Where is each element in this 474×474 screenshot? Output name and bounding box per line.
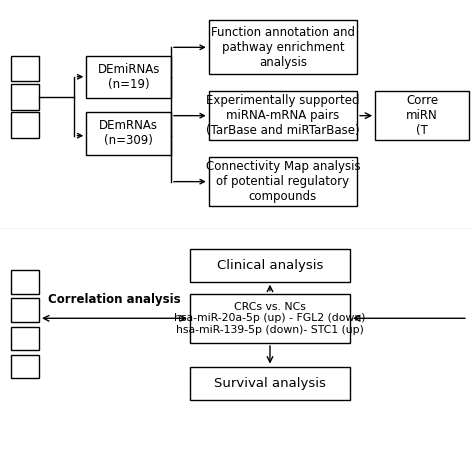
Text: Connectivity Map analysis
of potential regulatory
compounds: Connectivity Map analysis of potential r…	[206, 160, 360, 203]
FancyBboxPatch shape	[190, 249, 350, 282]
FancyBboxPatch shape	[190, 293, 350, 343]
FancyBboxPatch shape	[375, 91, 469, 140]
Text: Function annotation and
pathway enrichment
analysis: Function annotation and pathway enrichme…	[211, 26, 355, 69]
Text: Corre
miRN
(T: Corre miRN (T	[406, 94, 438, 137]
FancyBboxPatch shape	[11, 112, 39, 138]
FancyBboxPatch shape	[11, 355, 39, 378]
FancyBboxPatch shape	[86, 55, 171, 98]
Text: Experimentally supported
miRNA-mRNA pairs
(TarBase and miRTarBase): Experimentally supported miRNA-mRNA pair…	[206, 94, 360, 137]
FancyBboxPatch shape	[11, 55, 39, 82]
FancyBboxPatch shape	[209, 157, 357, 206]
Text: Survival analysis: Survival analysis	[214, 376, 326, 390]
FancyBboxPatch shape	[209, 20, 357, 74]
FancyBboxPatch shape	[11, 327, 39, 350]
FancyBboxPatch shape	[11, 298, 39, 322]
FancyBboxPatch shape	[11, 84, 39, 110]
Text: Correlation analysis: Correlation analysis	[48, 293, 181, 306]
FancyBboxPatch shape	[209, 91, 357, 140]
Text: CRCs vs. NCs
hsa-miR-20a-5p (up) - FGL2 (down)
hsa-miR-139-5p (down)- STC1 (up): CRCs vs. NCs hsa-miR-20a-5p (up) - FGL2 …	[174, 301, 366, 335]
Text: Clinical analysis: Clinical analysis	[217, 259, 323, 272]
FancyBboxPatch shape	[190, 366, 350, 400]
Text: DEmRNAs
(n=309): DEmRNAs (n=309)	[99, 119, 158, 147]
FancyBboxPatch shape	[11, 270, 39, 293]
FancyBboxPatch shape	[86, 112, 171, 155]
Text: DEmiRNAs
(n=19): DEmiRNAs (n=19)	[98, 63, 160, 91]
